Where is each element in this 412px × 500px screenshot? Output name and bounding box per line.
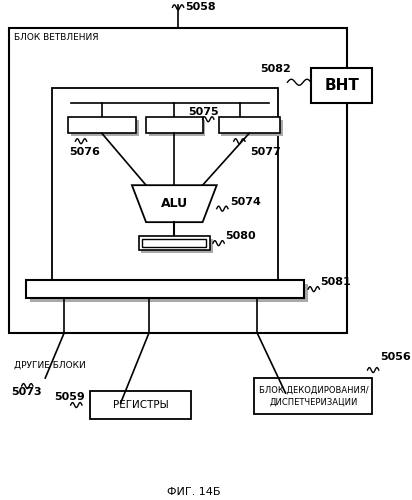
Text: ALU: ALU [161,197,188,210]
Text: 5073: 5073 [11,387,42,397]
Text: БЛОК ВЕТВЛЕНИЯ: БЛОК ВЕТВЛЕНИЯ [14,34,98,42]
Text: 5059: 5059 [54,392,84,402]
Bar [30,284,308,302]
Bar [89,391,191,419]
Bar [311,68,372,103]
Text: 5074: 5074 [230,196,261,206]
Bar [138,236,210,250]
Bar [146,117,203,133]
Text: 5075: 5075 [188,107,219,117]
Text: ДРУГИЕ БЛОКИ: ДРУГИЕ БЛОКИ [14,361,86,370]
Bar [141,239,213,253]
Bar [142,239,206,247]
Bar [9,28,347,333]
Text: 5081: 5081 [321,277,351,287]
Bar [71,120,138,136]
Text: 5076: 5076 [69,147,100,157]
Text: 5080: 5080 [225,231,256,241]
Polygon shape [132,185,217,222]
Bar [255,378,372,414]
Bar [52,88,278,288]
Bar [149,120,206,136]
Text: 5058: 5058 [185,2,215,12]
Bar [26,280,304,298]
Text: 5077: 5077 [250,147,281,157]
Text: РЕГИСТРЫ: РЕГИСТРЫ [112,400,168,410]
Bar [221,120,283,136]
Bar [219,117,280,133]
Text: 5056: 5056 [380,352,410,362]
Text: ВНТ: ВНТ [324,78,359,93]
Text: ФИГ. 14Б: ФИГ. 14Б [167,487,221,497]
Text: БЛОК ДЕКОДИРОВАНИЯ/
ДИСПЕТЧЕРИЗАЦИИ: БЛОК ДЕКОДИРОВАНИЯ/ ДИСПЕТЧЕРИЗАЦИИ [258,386,368,406]
Text: 5082: 5082 [260,64,291,74]
Bar [68,117,136,133]
